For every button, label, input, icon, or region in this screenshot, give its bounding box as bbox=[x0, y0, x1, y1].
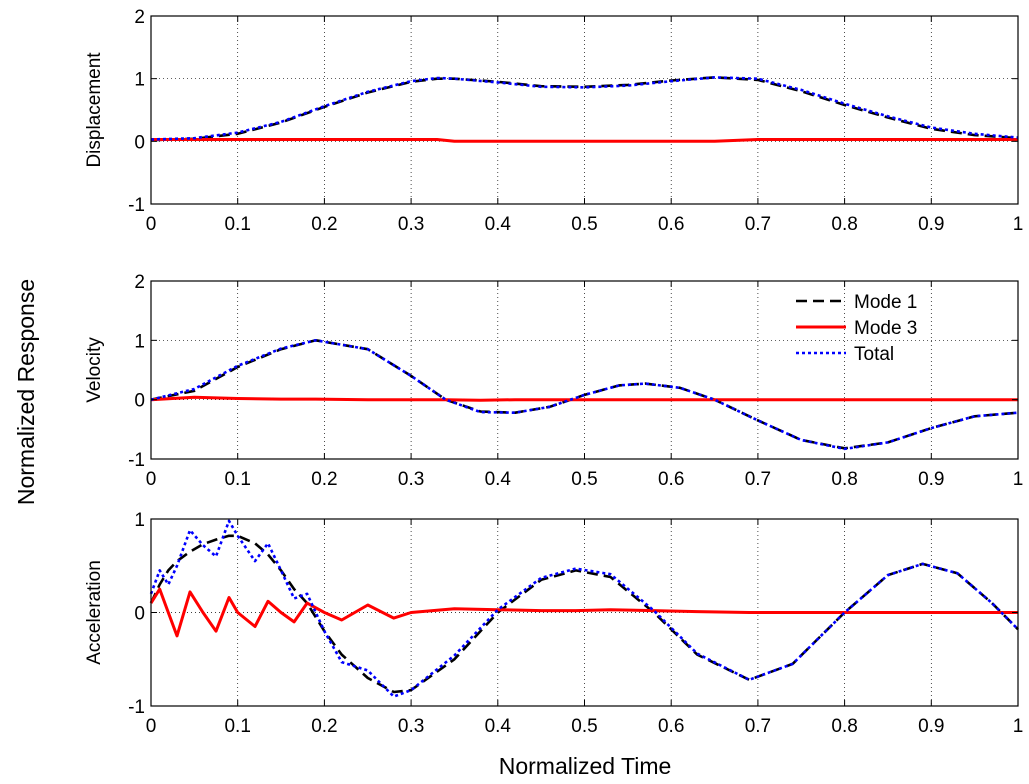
y-tick-label: 0 bbox=[134, 604, 145, 625]
panel-acceleration: 0 0.1 0.2 0.3 0.4 0.5 0.6 0.7 0.8 0.9 1-101Acceler… bbox=[84, 510, 1023, 737]
x-tick-label: 1 bbox=[1013, 214, 1024, 235]
x-tick-label: 0.7 bbox=[745, 716, 771, 737]
panel-ylabel: Acceleration bbox=[84, 560, 105, 665]
y-tick-label: 1 bbox=[134, 70, 145, 91]
x-tick-label: 0.6 bbox=[658, 716, 684, 737]
legend-label: Mode 1 bbox=[854, 292, 917, 313]
legend: Mode 1 Mode 3 Total bbox=[796, 292, 917, 365]
figure-xlabel: Normalized Time bbox=[499, 753, 672, 779]
y-tick-label: 2 bbox=[134, 7, 145, 28]
panels: 0 0.1 0.2 0.3 0.4 0.5 0.6 0.7 0.8 0.9 1-1012Displa… bbox=[84, 7, 1023, 737]
x-tick-label: 0 bbox=[146, 716, 157, 737]
x-tick-label: 0.7 bbox=[745, 214, 771, 235]
panel-velocity: 0 0.1 0.2 0.3 0.4 0.5 0.6 0.7 0.8 0.9 1-1012Veloci… bbox=[84, 272, 1023, 490]
x-tick-label: 0.8 bbox=[831, 469, 857, 490]
x-tick-label: 0 bbox=[146, 214, 157, 235]
x-tick-label: 0.3 bbox=[398, 469, 424, 490]
x-tick-label: 0.6 bbox=[658, 214, 684, 235]
series-line-mode-3 bbox=[151, 138, 1018, 143]
series-line-mode-1 bbox=[150, 338, 1019, 450]
y-tick-label: 2 bbox=[134, 272, 145, 293]
legend-entry-mode-1: Mode 1 bbox=[796, 292, 917, 313]
x-tick-label: 0.7 bbox=[745, 469, 771, 490]
legend-label: Total bbox=[854, 344, 894, 365]
y-tick-label: 0 bbox=[134, 391, 145, 412]
panel-ylabel: Displacement bbox=[84, 52, 105, 168]
x-tick-label: 1 bbox=[1013, 716, 1024, 737]
x-tick-label: 0.4 bbox=[485, 214, 512, 235]
x-tick-label: 0.3 bbox=[398, 214, 424, 235]
x-tick-label: 0.9 bbox=[918, 716, 944, 737]
x-tick-label: 0.2 bbox=[311, 214, 337, 235]
series-line-total bbox=[150, 338, 1019, 451]
series-line-mode-3 bbox=[150, 395, 1018, 402]
x-tick-label: 0.5 bbox=[571, 716, 597, 737]
x-tick-label: 0.3 bbox=[398, 716, 424, 737]
y-tick-label: 0 bbox=[134, 132, 145, 153]
series-line-mode-3 bbox=[149, 587, 1018, 638]
x-tick-label: 0.5 bbox=[571, 214, 597, 235]
x-tick-label: 0.9 bbox=[918, 469, 944, 490]
x-tick-label: 0.1 bbox=[224, 214, 250, 235]
x-tick-label: 0.5 bbox=[571, 469, 597, 490]
series-line-mode-1 bbox=[150, 76, 1019, 142]
series-line-total bbox=[150, 76, 1019, 141]
panel-ylabel: Velocity bbox=[84, 337, 105, 403]
y-tick-label: 1 bbox=[134, 331, 145, 352]
legend-label: Mode 3 bbox=[854, 318, 917, 339]
figure-ylabel: Normalized Response bbox=[13, 279, 39, 505]
legend-entry-total: Total bbox=[796, 344, 894, 365]
y-tick-label: -1 bbox=[128, 697, 145, 718]
y-tick-label: -1 bbox=[128, 450, 145, 471]
y-tick-label: -1 bbox=[128, 195, 145, 216]
x-tick-label: 0.8 bbox=[831, 716, 857, 737]
x-tick-label: 1 bbox=[1013, 469, 1024, 490]
x-tick-label: 0.2 bbox=[311, 716, 337, 737]
x-tick-label: 0.2 bbox=[311, 469, 337, 490]
x-tick-label: 0.9 bbox=[918, 214, 944, 235]
x-tick-label: 0.4 bbox=[485, 469, 512, 490]
x-tick-label: 0.6 bbox=[658, 469, 684, 490]
x-tick-label: 0.8 bbox=[831, 214, 857, 235]
x-tick-label: 0.4 bbox=[485, 716, 512, 737]
series-line-total bbox=[149, 519, 1019, 698]
x-tick-label: 0.1 bbox=[224, 716, 250, 737]
x-tick-label: 0 bbox=[146, 469, 157, 490]
legend-entry-mode-3: Mode 3 bbox=[796, 318, 917, 339]
panel-displacement: 0 0.1 0.2 0.3 0.4 0.5 0.6 0.7 0.8 0.9 1-1012Displa… bbox=[84, 7, 1023, 235]
y-tick-label: 1 bbox=[134, 510, 145, 531]
x-tick-label: 0.1 bbox=[224, 469, 250, 490]
